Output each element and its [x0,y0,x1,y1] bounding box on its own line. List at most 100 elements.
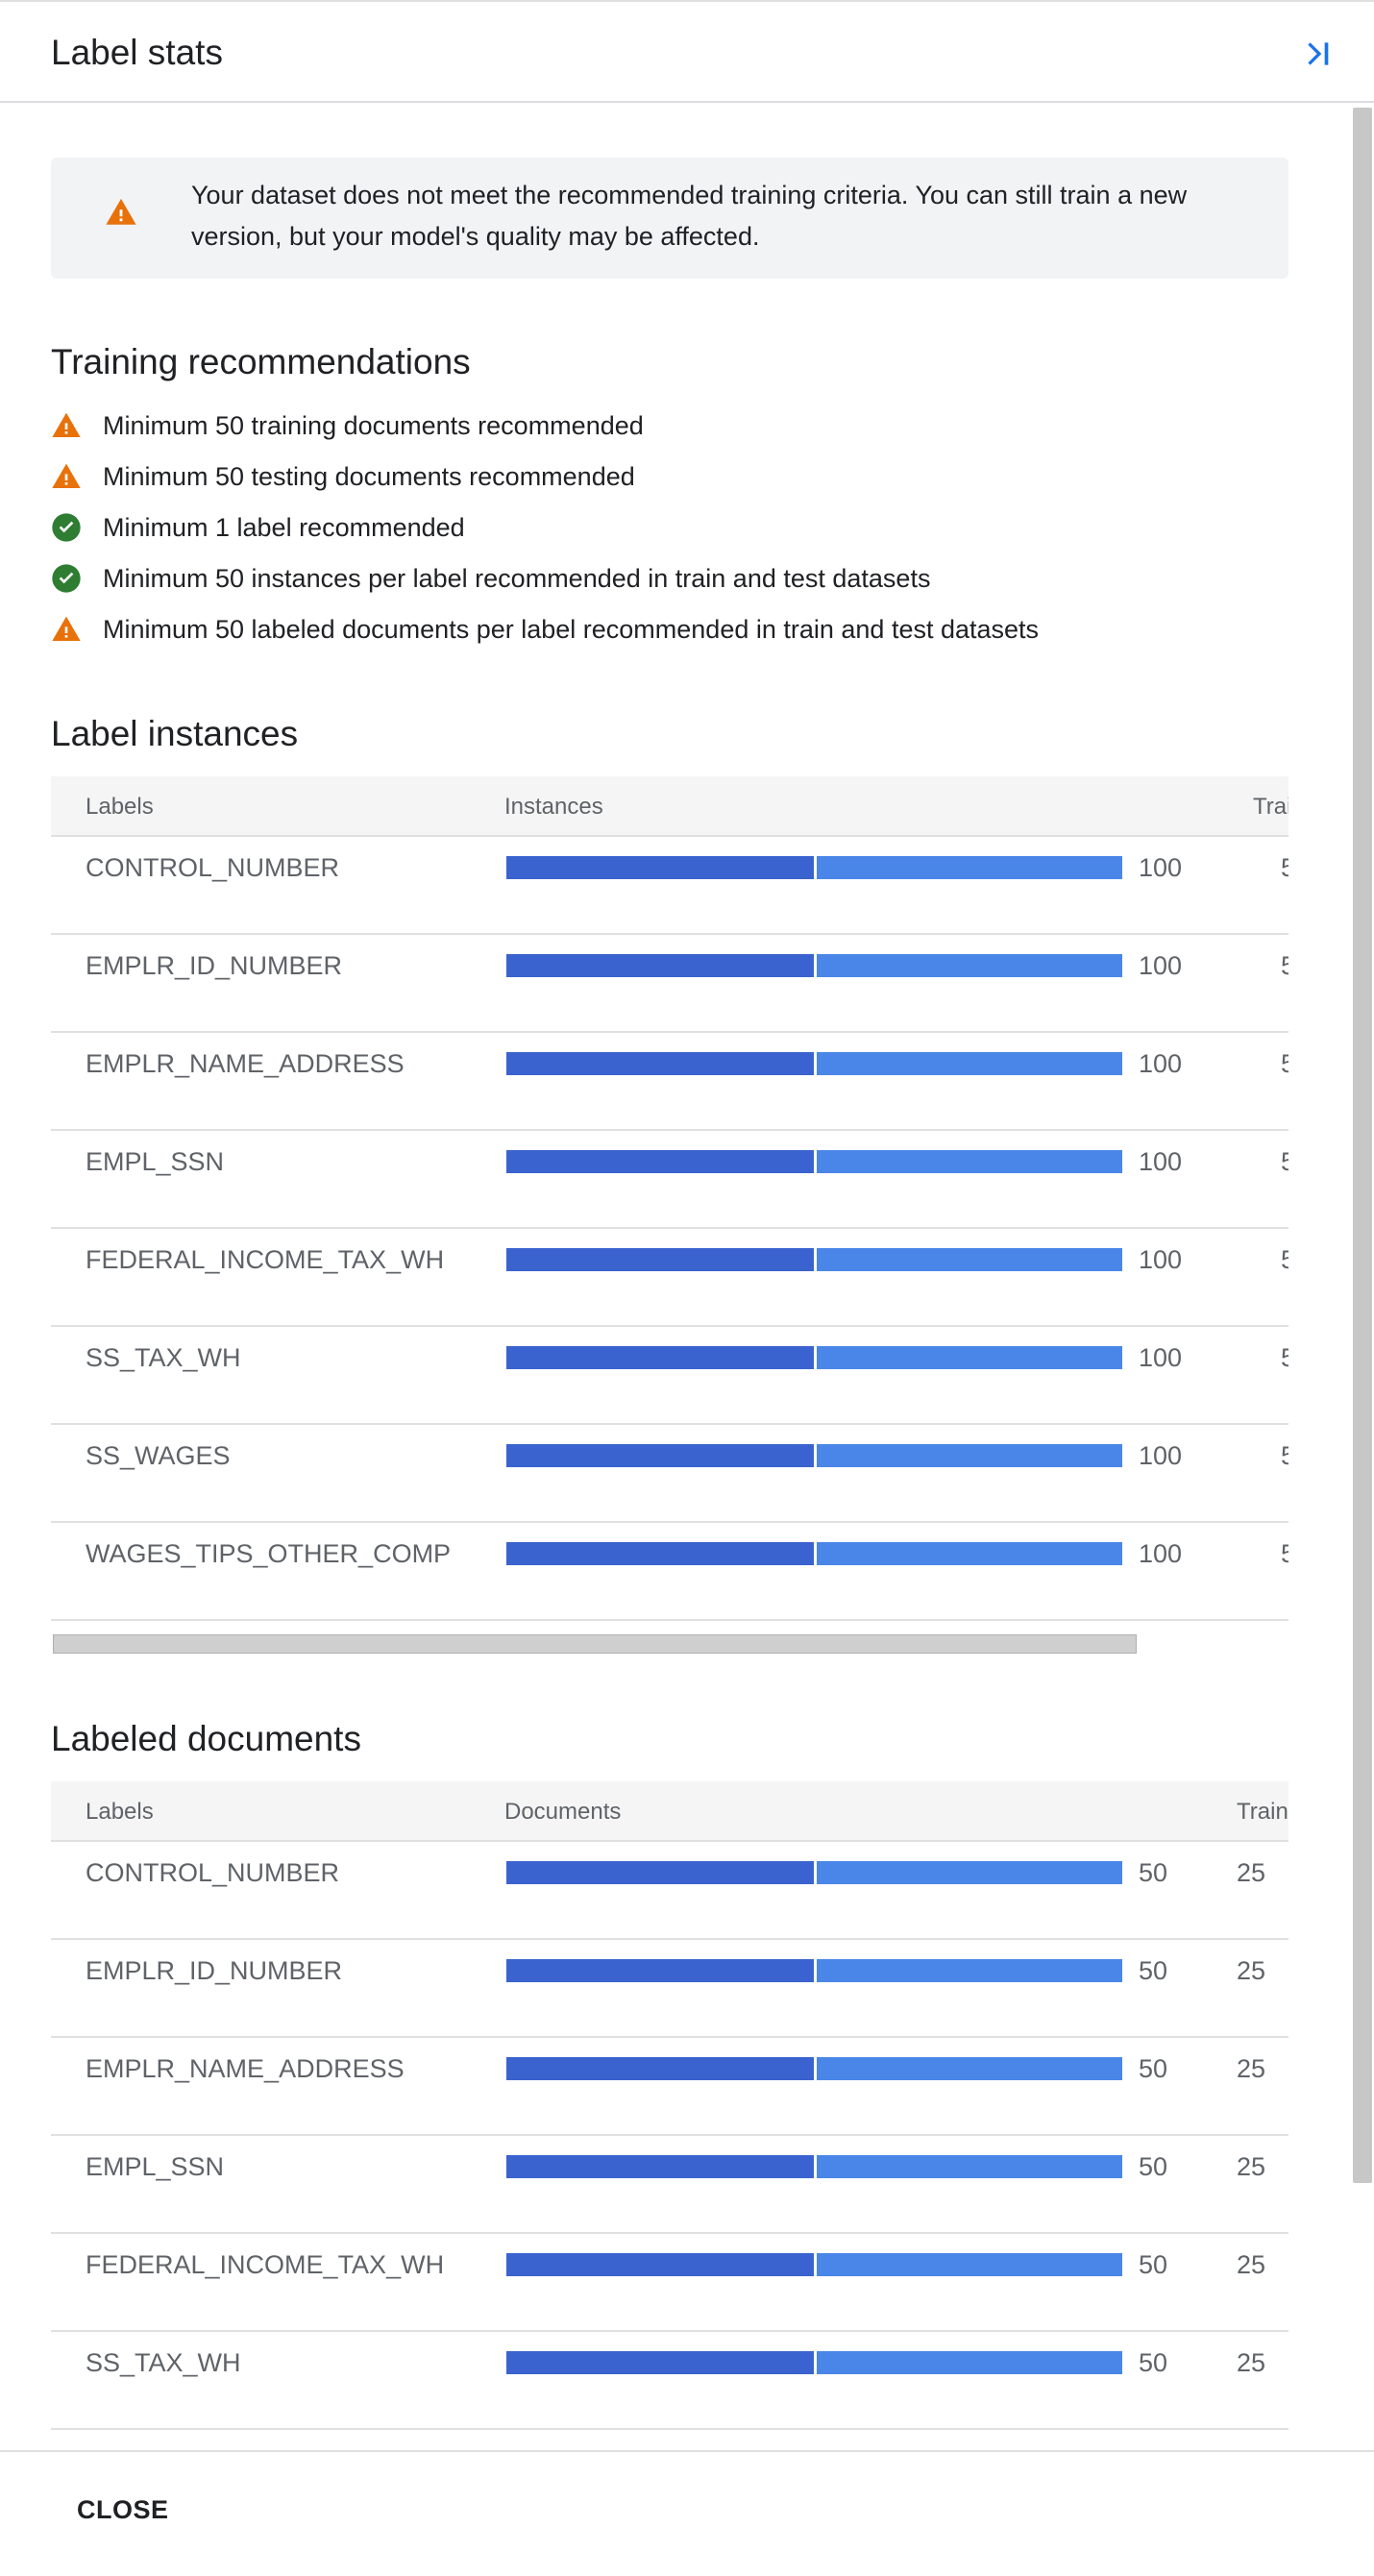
label-name: FEDERAL_INCOME_TAX_WH [86,1245,445,1274]
train-bar [506,1052,814,1075]
train-value: 50 [1281,1245,1288,1274]
total-value: 100 [1139,1245,1183,1274]
train-value: 50 [1281,951,1288,980]
scrollbar[interactable] [1353,108,1372,2183]
label-name: EMPL_SSN [86,1147,225,1176]
train-value: 25 [1237,1956,1266,1985]
section-title: Labeled documents [51,1719,361,1758]
train-value: 50 [1281,1147,1288,1176]
stats-table: Labeled documents Labels Documents Training… [51,1711,1288,2576]
total-value: 100 [1139,853,1183,882]
label-name: EMPL_SSN [86,2152,225,2181]
column-header: Instances [504,794,603,820]
column-header: Labels [86,1799,154,1825]
test-bar [816,1248,1122,1271]
recommendation-text: Minimum 50 training documents recommende… [103,410,644,440]
total-value: 100 [1139,1441,1183,1470]
label-name: WAGES_TIPS_OTHER_COMP [86,1539,452,1568]
recommendation-text: Minimum 1 label recommended [103,512,465,542]
train-bar [506,1861,814,1884]
stats-table: Label instances Labels Instances Training CO… [51,706,1288,1654]
train-value: 50 [1281,1539,1288,1568]
alert-text: Your dataset does not meet the recommend… [191,181,1188,251]
table-row: FEDERAL_INCOME_TAX_WH 50 25 [51,2234,1288,2332]
label-name: EMPLR_NAME_ADDRESS [86,2054,405,2083]
label-name: CONTROL_NUMBER [86,853,340,882]
table-row: WAGES_TIPS_OTHER_COMP 100 50 [51,1523,1288,1621]
label-name: EMPLR_ID_NUMBER [86,1956,343,1985]
label-name: CONTROL_NUMBER [86,1858,340,1887]
recommendation: Minimum 50 labeled documents per label r… [51,604,1039,654]
table-row: CONTROL_NUMBER 50 25 [51,1842,1288,1940]
panel-title: Label stats [51,33,223,72]
total-value: 100 [1139,1147,1183,1176]
table-row: EMPLR_NAME_ADDRESS 100 50 [51,1033,1288,1131]
label-name: EMPLR_NAME_ADDRESS [86,1049,405,1078]
train-value: 25 [1237,2250,1266,2279]
warning-icon [106,198,136,225]
test-bar [816,2253,1122,2276]
test-bar [816,1150,1122,1173]
table-body: Labels Instances Training CONTROL_NUMBER 100… [51,776,1288,1621]
recommendation: Minimum 50 training documents recommende… [51,401,644,451]
status-icon [52,616,81,641]
table-row: EMPLR_NAME_ADDRESS 50 25 [51,2038,1288,2136]
total-value: 100 [1139,1343,1183,1372]
table-row: FEDERAL_INCOME_TAX_WH 100 50 [51,1229,1288,1327]
train-value: 50 [1281,853,1288,882]
section-title: Training recommendations [51,342,471,381]
status-icon [52,513,81,542]
footer: CLOSE [0,2450,1374,2569]
table-row: CONTROL_NUMBER 100 50 [51,837,1288,935]
table-row: SS_TAX_WH 50 25 [51,2332,1288,2430]
train-bar [506,1248,814,1271]
test-bar [816,2057,1122,2080]
train-value: 50 [1281,1343,1288,1372]
label-name: SS_WAGES [86,1441,231,1470]
train-bar [506,1959,814,1982]
train-bar [506,1150,814,1173]
section-title: Label instances [51,714,299,753]
train-value: 25 [1237,1858,1266,1887]
collapse-button[interactable] [1299,35,1337,73]
train-bar [506,2057,814,2080]
train-bar [506,856,814,879]
total-value: 50 [1139,2250,1168,2279]
close-button[interactable]: CLOSE [77,2495,169,2524]
recommendation-text: Minimum 50 labeled documents per label r… [103,614,1040,644]
test-bar [816,1346,1122,1369]
total-value: 50 [1139,2054,1168,2083]
recommendation: Minimum 1 label recommended [51,503,465,552]
table-row: SS_WAGES 100 50 [51,1425,1288,1523]
train-bar [506,2253,814,2276]
total-value: 50 [1139,1858,1168,1887]
table-header: Labels Documents Training [51,1781,1288,1842]
column-header: Labels [86,794,154,820]
label-name: SS_TAX_WH [86,1343,241,1372]
train-bar [506,954,814,977]
recommendation: Minimum 50 testing documents recommended [51,452,635,502]
recommendation-text: Minimum 50 testing documents recommended [103,461,635,491]
header: Label stats [0,0,1374,103]
horizontal-scrollbar[interactable] [53,1634,1137,1654]
table-row: EMPL_SSN 100 50 [51,1131,1288,1229]
train-value: 25 [1237,2152,1266,2181]
table-body: Labels Documents Training CONTROL_NUMBER 50 2… [51,1781,1288,2430]
recommendation-text: Minimum 50 instances per label recommend… [103,563,931,593]
column-header: Training [1237,1799,1288,1825]
test-bar [816,1542,1122,1565]
train-bar [506,2351,814,2374]
column-header: Training [1253,794,1288,820]
train-bar [506,1444,814,1467]
test-bar [816,954,1122,977]
test-bar [816,856,1122,879]
status-icon [52,463,81,488]
table-row: SS_TAX_WH 100 50 [51,1327,1288,1425]
total-value: 100 [1139,1539,1183,1568]
test-bar [816,2155,1122,2178]
train-value: 25 [1237,2054,1266,2083]
train-bar [506,1346,814,1369]
total-value: 50 [1139,1956,1168,1985]
train-value: 50 [1281,1049,1288,1078]
table-row: EMPLR_ID_NUMBER 100 50 [51,935,1288,1033]
